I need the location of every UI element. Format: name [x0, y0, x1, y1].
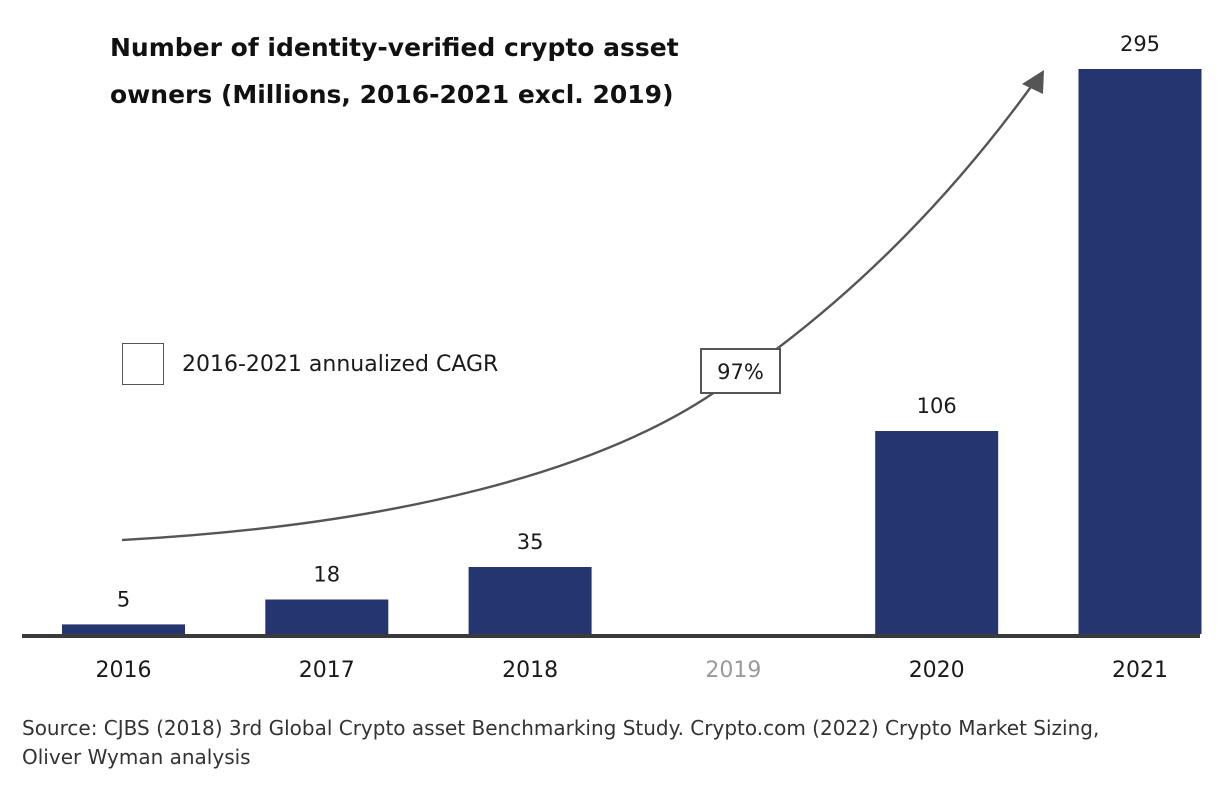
- x-tick-2017: 2017: [299, 658, 355, 683]
- bar-chart: 2016 2017 2018 2019 2020 2021 5 18 35 106 295 97%: [22, 32, 1202, 683]
- source-note: Source: CJBS (2018) 3rd Global Crypto as…: [22, 714, 1182, 772]
- cagr-arrow-group: 97%: [121, 70, 1044, 542]
- bar-2016: [62, 624, 185, 634]
- x-tick-2021: 2021: [1112, 658, 1168, 683]
- bar-2017: [265, 599, 389, 634]
- cagr-arrow-curve: [121, 83, 1034, 542]
- chart-title: Number of identity-verified crypto asset…: [110, 24, 750, 118]
- x-tick-2019: 2019: [705, 658, 761, 683]
- x-tick-2020: 2020: [909, 658, 965, 683]
- x-tick-labels: 2016 2017 2018 2019 2020 2021: [96, 658, 1169, 683]
- legend: 2016-2021 annualized CAGR: [122, 343, 498, 385]
- cagr-arrow-head: [1022, 70, 1044, 94]
- data-label-2020: 106: [917, 394, 957, 418]
- data-label-2021: 295: [1120, 32, 1160, 56]
- chart-title-line-1: Number of identity-verified crypto asset: [110, 33, 679, 62]
- legend-swatch: [122, 343, 164, 385]
- legend-label: 2016-2021 annualized CAGR: [182, 351, 499, 377]
- bar-2018: [468, 567, 592, 634]
- data-label-2018: 35: [517, 530, 544, 554]
- data-label-2017: 18: [313, 563, 340, 587]
- bar-2020: [875, 431, 999, 634]
- cagr-label-box: [700, 348, 781, 394]
- source-line-1: Source: CJBS (2018) 3rd Global Crypto as…: [22, 716, 1100, 740]
- chart-title-line-2: owners (Millions, 2016-2021 excl. 2019): [110, 80, 674, 109]
- data-labels: 5 18 35 106 295: [117, 32, 1160, 611]
- data-label-2016: 5: [117, 587, 130, 611]
- bar-2021: [1078, 69, 1202, 634]
- cagr-label: 97%: [717, 360, 764, 384]
- bars-layer: [62, 69, 1202, 634]
- source-line-2: Oliver Wyman analysis: [22, 745, 251, 769]
- x-tick-2016: 2016: [96, 658, 152, 683]
- x-tick-2018: 2018: [502, 658, 558, 683]
